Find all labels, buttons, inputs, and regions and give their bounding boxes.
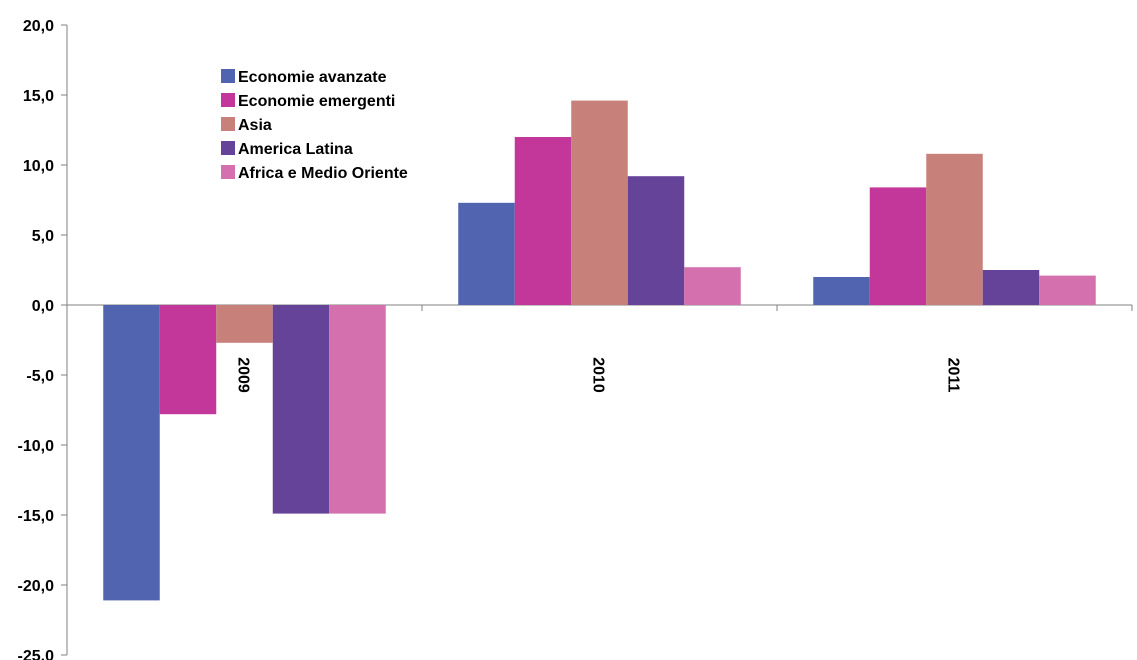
legend-label: Africa e Medio Oriente	[238, 165, 408, 182]
category-labels: 2009 2010 2011	[235, 357, 962, 393]
bars	[103, 100, 1096, 601]
legend-label: America Latina	[238, 141, 353, 158]
y-tick-label: 15,0	[23, 88, 54, 105]
bar	[869, 187, 927, 305]
y-tick-label: -20,0	[18, 578, 55, 595]
legend-label: Asia	[238, 117, 272, 134]
bar	[159, 305, 217, 415]
bar	[982, 270, 1040, 305]
y-tick-label: 20,0	[23, 18, 54, 35]
legend: Economie avanzate Economie emergenti Asia A…	[221, 69, 408, 182]
bar	[813, 277, 870, 305]
y-tick-label: 5,0	[32, 228, 54, 245]
legend-swatch	[221, 93, 235, 107]
legend-swatch	[221, 69, 235, 83]
legend-label: Economie avanzate	[238, 69, 387, 86]
bar	[458, 202, 515, 305]
category-label: 2011	[945, 358, 962, 393]
bar	[216, 305, 273, 343]
legend-swatch	[221, 117, 235, 131]
y-axis: 20,0 15,0 10,0 5,0 0,0 -5,0 -10,0 -15,0 -20,0 -25…	[18, 18, 68, 660]
category-label: 2009	[235, 357, 252, 393]
bar	[571, 100, 628, 305]
bar	[514, 137, 572, 305]
bar	[329, 305, 386, 514]
y-tick-label: 10,0	[23, 158, 54, 175]
legend-label: Economie emergenti	[238, 93, 395, 110]
bar	[627, 176, 685, 305]
bar	[103, 305, 160, 601]
bar	[684, 267, 741, 305]
bar	[1039, 275, 1096, 305]
bar	[272, 305, 330, 514]
y-tick-label: -15,0	[18, 508, 55, 525]
y-tick-label: -5,0	[26, 368, 54, 385]
legend-swatch	[221, 165, 235, 179]
category-label: 2010	[590, 357, 607, 393]
bar	[926, 153, 983, 305]
legend-swatch	[221, 141, 235, 155]
y-tick-label: 0,0	[32, 298, 54, 315]
y-tick-label: -10,0	[18, 438, 55, 455]
y-tick-label: -25,0	[18, 648, 55, 660]
